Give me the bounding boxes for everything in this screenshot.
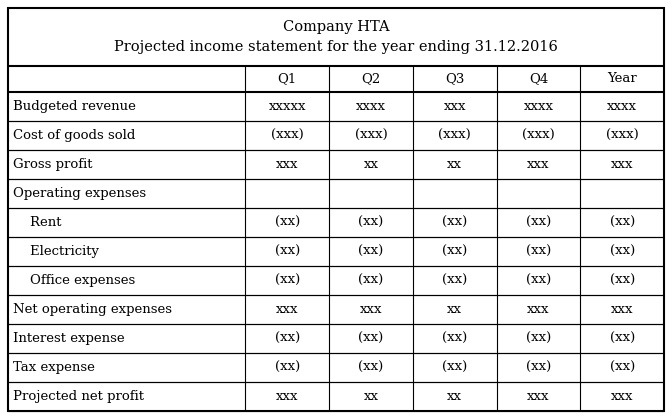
Text: (xx): (xx)	[610, 216, 635, 229]
Text: Interest expense: Interest expense	[13, 332, 124, 345]
Text: Q1: Q1	[278, 72, 297, 85]
Text: (xx): (xx)	[358, 216, 384, 229]
Text: xx: xx	[448, 303, 462, 316]
Text: (xx): (xx)	[442, 274, 467, 287]
Text: xxxxx: xxxxx	[269, 100, 306, 113]
Text: (xx): (xx)	[358, 361, 384, 374]
Text: (xx): (xx)	[275, 245, 300, 258]
Text: Rent: Rent	[13, 216, 62, 229]
Text: (xxx): (xxx)	[271, 129, 304, 142]
Text: Budgeted revenue: Budgeted revenue	[13, 100, 136, 113]
Text: (xx): (xx)	[442, 361, 467, 374]
Text: Projected income statement for the year ending 31.12.2016: Projected income statement for the year …	[114, 40, 558, 54]
Text: xxx: xxx	[528, 303, 550, 316]
Text: Q2: Q2	[362, 72, 380, 85]
Text: xxx: xxx	[611, 158, 634, 171]
Text: Projected net profit: Projected net profit	[13, 390, 144, 403]
Text: xxx: xxx	[611, 390, 634, 403]
Text: xxx: xxx	[360, 303, 382, 316]
Text: (xx): (xx)	[610, 245, 635, 258]
Text: (xxx): (xxx)	[522, 129, 555, 142]
Text: (xx): (xx)	[275, 332, 300, 345]
Text: (xx): (xx)	[526, 245, 551, 258]
Text: (xx): (xx)	[526, 274, 551, 287]
Text: Year: Year	[607, 72, 637, 85]
Text: (xx): (xx)	[526, 361, 551, 374]
Text: (xx): (xx)	[526, 332, 551, 345]
Text: (xx): (xx)	[358, 274, 384, 287]
Text: (xx): (xx)	[358, 332, 384, 345]
Text: xxxx: xxxx	[523, 100, 554, 113]
Text: (xxx): (xxx)	[438, 129, 471, 142]
Text: (xx): (xx)	[358, 245, 384, 258]
Text: Net operating expenses: Net operating expenses	[13, 303, 172, 316]
Text: (xx): (xx)	[526, 216, 551, 229]
Text: (xx): (xx)	[275, 361, 300, 374]
Text: xxxx: xxxx	[356, 100, 386, 113]
Text: Office expenses: Office expenses	[13, 274, 135, 287]
Text: (xx): (xx)	[610, 361, 635, 374]
Text: xxx: xxx	[444, 100, 466, 113]
Text: (xx): (xx)	[442, 216, 467, 229]
Text: xxxx: xxxx	[607, 100, 637, 113]
Text: xx: xx	[364, 390, 378, 403]
Text: (xxx): (xxx)	[605, 129, 638, 142]
Text: xxx: xxx	[276, 390, 298, 403]
Text: (xxx): (xxx)	[355, 129, 387, 142]
Text: Electricity: Electricity	[13, 245, 99, 258]
Text: xxx: xxx	[611, 303, 634, 316]
Text: (xx): (xx)	[610, 274, 635, 287]
Text: Company HTA: Company HTA	[283, 20, 389, 34]
Text: xx: xx	[448, 158, 462, 171]
Text: xx: xx	[364, 158, 378, 171]
Text: xxx: xxx	[528, 390, 550, 403]
Text: (xx): (xx)	[442, 245, 467, 258]
Text: Q3: Q3	[445, 72, 464, 85]
Text: (xx): (xx)	[610, 332, 635, 345]
Text: Gross profit: Gross profit	[13, 158, 93, 171]
Text: (xx): (xx)	[275, 216, 300, 229]
Text: (xx): (xx)	[442, 332, 467, 345]
Text: Tax expense: Tax expense	[13, 361, 95, 374]
Text: xx: xx	[448, 390, 462, 403]
Text: (xx): (xx)	[275, 274, 300, 287]
Text: Cost of goods sold: Cost of goods sold	[13, 129, 135, 142]
Text: xxx: xxx	[276, 158, 298, 171]
Text: xxx: xxx	[276, 303, 298, 316]
Text: xxx: xxx	[528, 158, 550, 171]
Text: Operating expenses: Operating expenses	[13, 187, 146, 200]
Text: Q4: Q4	[529, 72, 548, 85]
